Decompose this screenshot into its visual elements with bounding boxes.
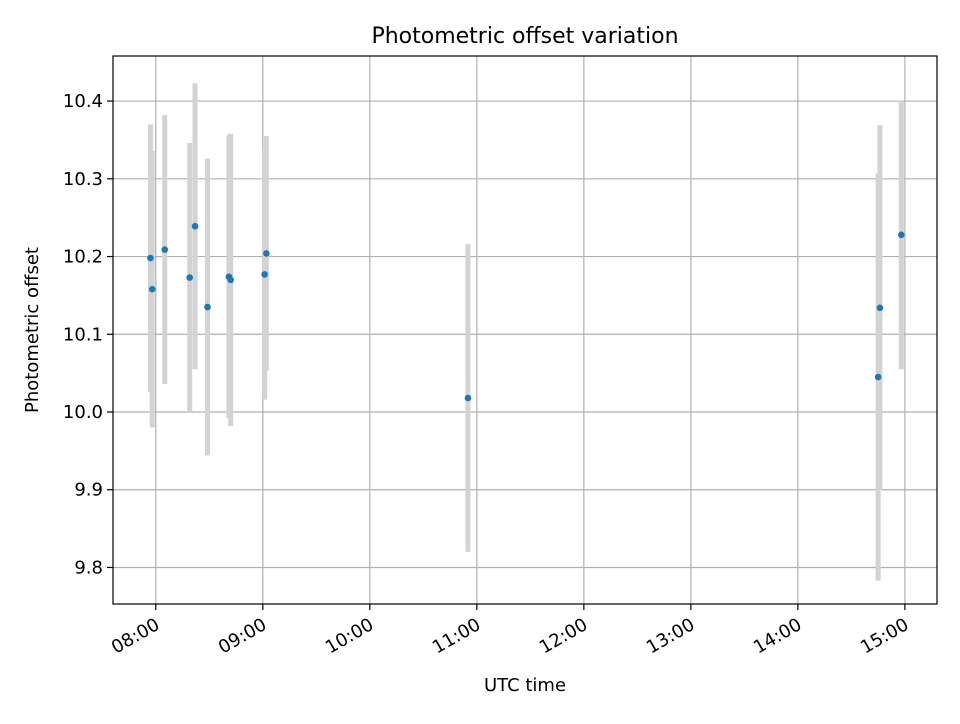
- axes-frame: [112, 55, 938, 605]
- data-point: [148, 285, 156, 293]
- x-axis-label: UTC time: [484, 675, 566, 696]
- data-point: [191, 222, 199, 230]
- data-point: [874, 373, 882, 381]
- data-point: [161, 246, 169, 253]
- data-point: [227, 276, 235, 284]
- y-tick-label: 10.1: [63, 324, 103, 345]
- y-tick-label: 10.3: [63, 169, 103, 190]
- point-layer: [147, 222, 905, 402]
- y-tick-label: 10.0: [63, 402, 103, 423]
- grid-layer: [113, 56, 937, 604]
- y-tick-label: 10.4: [63, 91, 103, 112]
- y-tick-label: 9.9: [74, 480, 103, 501]
- chart-title: Photometric offset variation: [371, 24, 678, 49]
- y-tick-label: 9.8: [74, 557, 103, 578]
- data-point: [261, 271, 268, 278]
- data-point: [204, 303, 211, 311]
- data-point: [464, 394, 472, 402]
- data-point: [147, 254, 154, 262]
- y-tick-label: 10.2: [63, 247, 103, 268]
- data-point: [186, 274, 193, 281]
- data-point: [263, 250, 270, 257]
- y-axis-label: Photometric offset: [22, 247, 43, 413]
- data-point: [876, 304, 884, 312]
- data-point: [898, 231, 905, 239]
